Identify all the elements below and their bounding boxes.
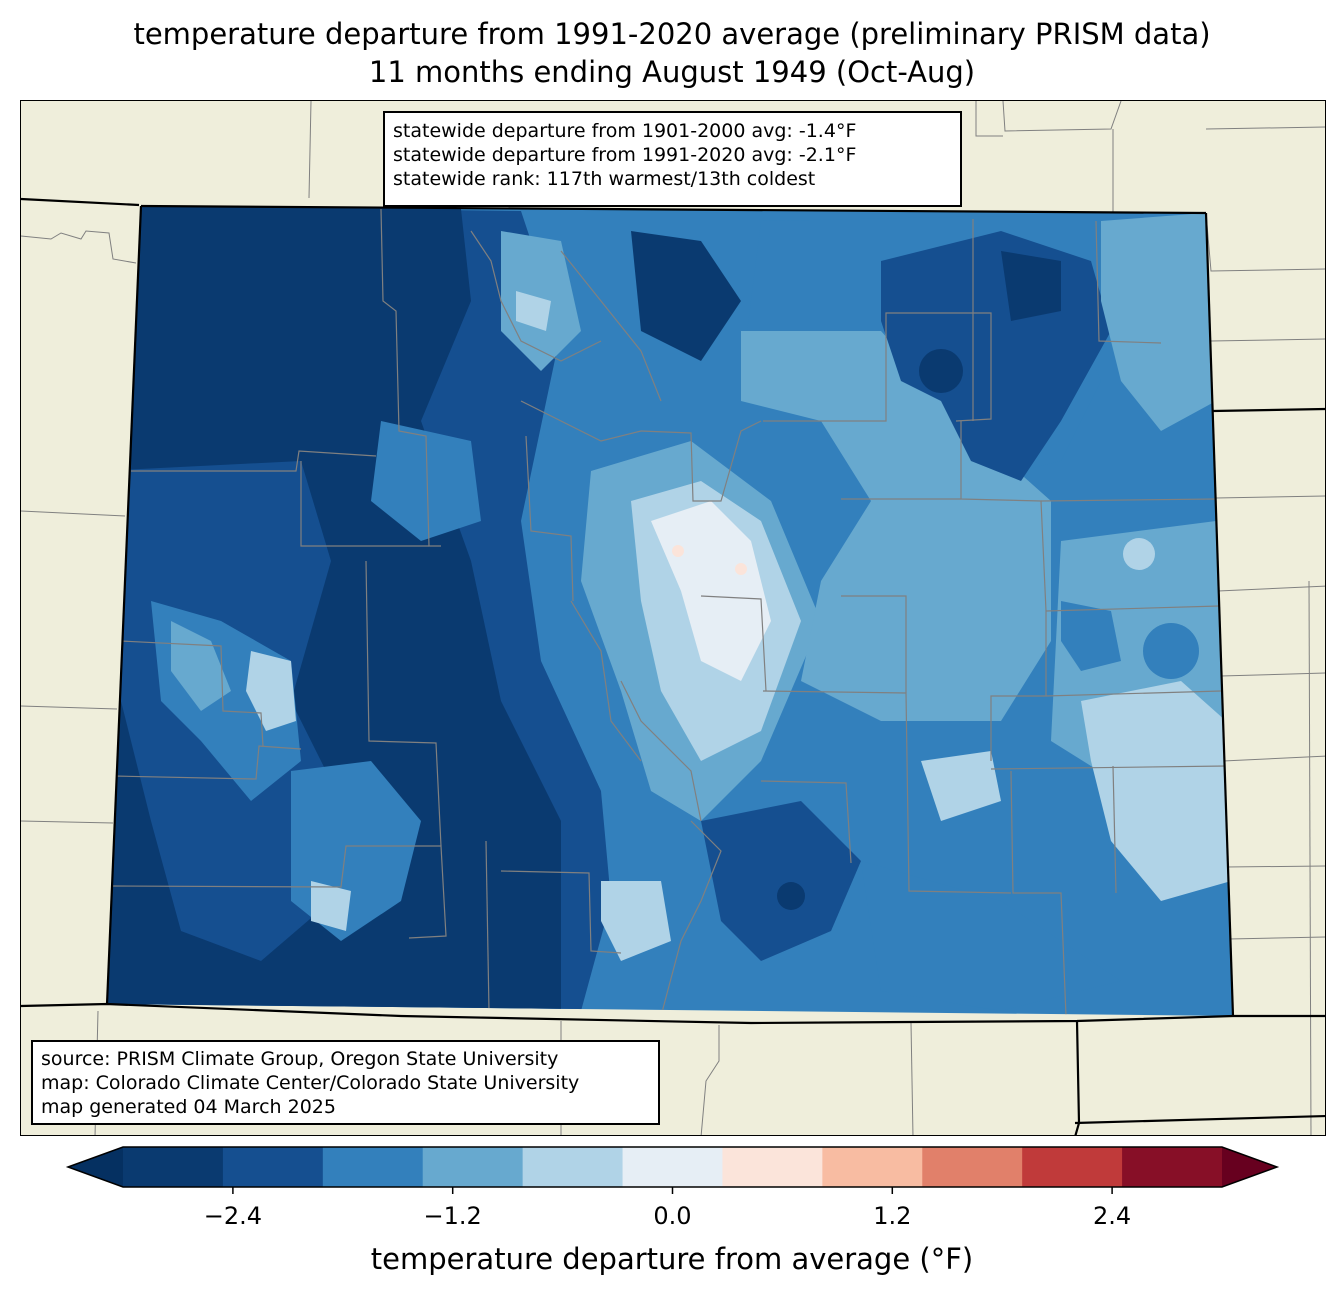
map-frame <box>20 100 1326 1136</box>
colorbar-tick-label: −2.4 <box>204 1202 262 1230</box>
colorbar-tick-label: 0.0 <box>653 1202 691 1230</box>
colorbar-segment <box>922 1147 1023 1187</box>
state-boundaries <box>21 197 1325 1135</box>
colorbar-ticks: −2.4 −1.2 0.0 1.2 2.4 <box>204 1187 1131 1230</box>
colorbar-segment <box>522 1147 624 1187</box>
colorbar-segment <box>123 1147 224 1187</box>
colorbar-segment <box>222 1147 324 1187</box>
colorbar-tick-label: 1.2 <box>873 1202 911 1230</box>
colorbar-tick-label: −1.2 <box>424 1202 482 1230</box>
colorado-map <box>21 101 1325 1135</box>
stats-line-rank: statewide rank: 117th warmest/13th colde… <box>393 168 816 190</box>
stats-line-1991-2020: statewide departure from 1991-2020 avg: … <box>393 144 857 166</box>
stats-line-1901-2000: statewide departure from 1901-2000 avg: … <box>393 120 857 142</box>
colorbar-outline <box>65 1146 1280 1188</box>
colorbar-segment <box>1122 1147 1223 1187</box>
map-subtitle: 11 months ending August 1949 (Oct-Aug) <box>368 55 976 89</box>
colorbar: −2.4 −1.2 0.0 1.2 2.4 <box>65 1146 1280 1230</box>
colorbar-segment <box>422 1147 524 1187</box>
statewide-stats-box: statewide departure from 1901-2000 avg: … <box>383 111 962 207</box>
colorbar-under-arrow <box>68 1147 123 1187</box>
source-line: source: PRISM Climate Group, Oregon Stat… <box>41 1048 559 1070</box>
colorbar-over-arrow <box>1222 1147 1277 1187</box>
source-box: source: PRISM Climate Group, Oregon Stat… <box>31 1040 660 1125</box>
county-lines <box>108 208 1227 1016</box>
map-title: temperature departure from 1991-2020 ave… <box>133 17 1211 51</box>
colorbar-segment <box>722 1147 823 1187</box>
colorbar-label: temperature departure from average (°F) <box>370 1242 974 1276</box>
map-credit-line: map: Colorado Climate Center/Colorado St… <box>41 1072 580 1094</box>
colorbar-tick-label: 2.4 <box>1093 1202 1131 1230</box>
colorbar-segment <box>1022 1147 1123 1187</box>
generated-date-line: map generated 04 March 2025 <box>41 1096 336 1118</box>
colorbar-segment <box>822 1147 923 1187</box>
colorbar-segments <box>65 1146 1280 1188</box>
temperature-contours <box>107 206 1233 1016</box>
colorbar-segment <box>622 1147 723 1187</box>
colorbar-segment <box>322 1147 424 1187</box>
